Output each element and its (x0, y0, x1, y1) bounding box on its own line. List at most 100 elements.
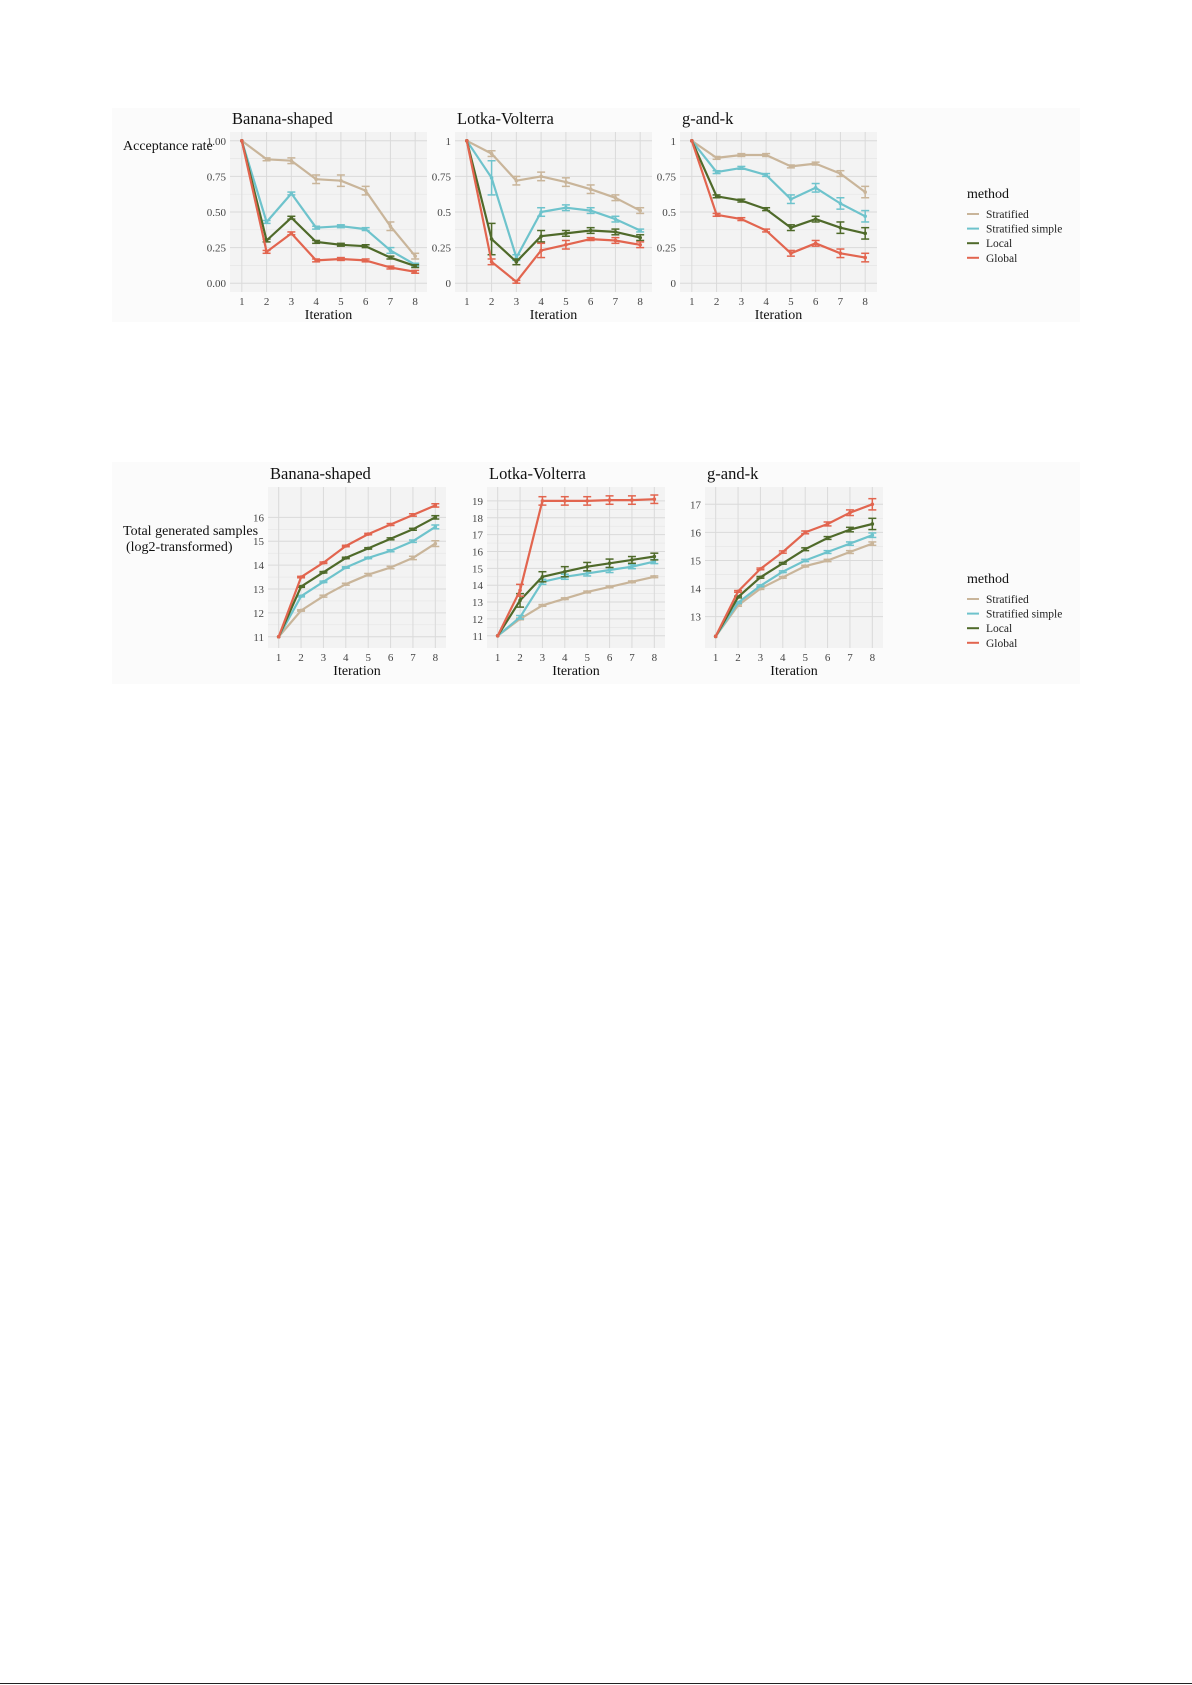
data-point (264, 157, 269, 162)
x-tick-label: 5 (365, 652, 371, 664)
series-global (713, 497, 877, 639)
data-point (781, 550, 785, 554)
data-point (758, 583, 763, 588)
x-tick-label: 1 (239, 296, 245, 308)
legend-label: Stratified (986, 209, 1029, 221)
data-point (588, 208, 593, 213)
data-point (863, 190, 867, 194)
data-point (314, 177, 318, 182)
y-tick-label: 13 (253, 584, 265, 596)
data-point (848, 527, 852, 532)
panel-title: Lotka-Volterra (457, 109, 555, 128)
data-point (613, 217, 618, 221)
x-tick-label: 8 (433, 652, 439, 664)
y-tick-label: 0.5 (437, 207, 451, 219)
data-point (366, 572, 370, 577)
data-point (299, 584, 303, 589)
data-point (540, 574, 545, 579)
data-point (366, 556, 370, 560)
series-line (690, 140, 866, 235)
data-point (838, 171, 843, 176)
data-point (781, 569, 785, 574)
panel-title: g-and-k (707, 464, 759, 483)
data-point (638, 228, 642, 233)
row-ylabel-2-line-2: (log2-transformed) (126, 540, 233, 555)
data-point (825, 558, 830, 563)
data-point (514, 178, 519, 183)
data-point (411, 556, 415, 560)
data-point (739, 198, 744, 203)
data-point (388, 565, 393, 570)
series-line (240, 140, 416, 268)
data-point (388, 522, 393, 527)
x-tick-label: 8 (637, 296, 643, 308)
data-point (813, 161, 818, 166)
data-point (714, 156, 719, 160)
x-tick-label: 3 (540, 652, 546, 664)
y-tick-label: 16 (690, 527, 702, 539)
data-point (848, 550, 852, 554)
series-line (496, 498, 655, 637)
data-point (339, 257, 343, 261)
figure: Acceptance rate Total generated samples (l… (0, 0, 1192, 760)
series-stratified-simple (495, 558, 659, 638)
x-axis-label: Iteration (755, 308, 802, 323)
data-point (411, 527, 415, 532)
data-point (299, 608, 303, 613)
data-point (388, 248, 393, 253)
data-point (630, 564, 634, 569)
figure-svg: Acceptance rate Total generated samples(l… (112, 108, 1080, 684)
data-point (264, 250, 269, 254)
x-tick-label: 2 (714, 296, 720, 308)
data-point (585, 590, 589, 594)
data-point (344, 582, 348, 587)
data-point (289, 158, 294, 163)
data-point (314, 225, 318, 230)
series-stratified (240, 139, 420, 260)
data-point (803, 530, 807, 535)
x-tick-label: 1 (689, 296, 695, 308)
data-point (489, 260, 494, 264)
panel-title: Banana-shaped (232, 109, 334, 128)
data-point (739, 217, 744, 221)
y-tick-label: 0 (671, 278, 677, 290)
x-tick-label: 4 (343, 652, 349, 664)
data-point (264, 238, 269, 243)
x-tick-label: 8 (412, 296, 418, 308)
data-point (339, 178, 343, 183)
data-point (714, 194, 719, 199)
x-tick-label: 7 (629, 652, 635, 664)
data-point (563, 499, 567, 503)
data-point (764, 228, 768, 233)
y-tick-label: 11 (472, 631, 483, 643)
data-point (388, 224, 393, 229)
data-point (713, 634, 718, 639)
series-local (240, 139, 420, 269)
data-point (564, 205, 568, 210)
data-point (607, 568, 612, 572)
data-point (789, 197, 793, 201)
data-point (690, 139, 694, 143)
data-point (613, 230, 618, 234)
data-point (870, 522, 875, 526)
data-point (838, 225, 843, 230)
data-point (870, 502, 875, 507)
data-point (540, 499, 545, 503)
x-tick-label: 8 (862, 296, 868, 308)
panel-title: Lotka-Volterra (489, 464, 587, 483)
y-tick-label: 19 (472, 496, 484, 508)
data-point (863, 255, 867, 260)
y-tick-label: 0.00 (207, 278, 227, 290)
legend-label: Global (986, 638, 1017, 650)
y-tick-label: 0.75 (207, 171, 227, 183)
data-point (413, 270, 417, 274)
data-point (789, 225, 793, 230)
series-stratified (690, 139, 870, 199)
data-point (564, 231, 568, 236)
x-axis-label: Iteration (333, 664, 380, 679)
data-point (588, 187, 593, 192)
y-tick-label: 12 (253, 608, 264, 620)
data-point (363, 227, 368, 231)
data-point (411, 513, 415, 517)
y-tick-label: 1.00 (207, 136, 227, 148)
